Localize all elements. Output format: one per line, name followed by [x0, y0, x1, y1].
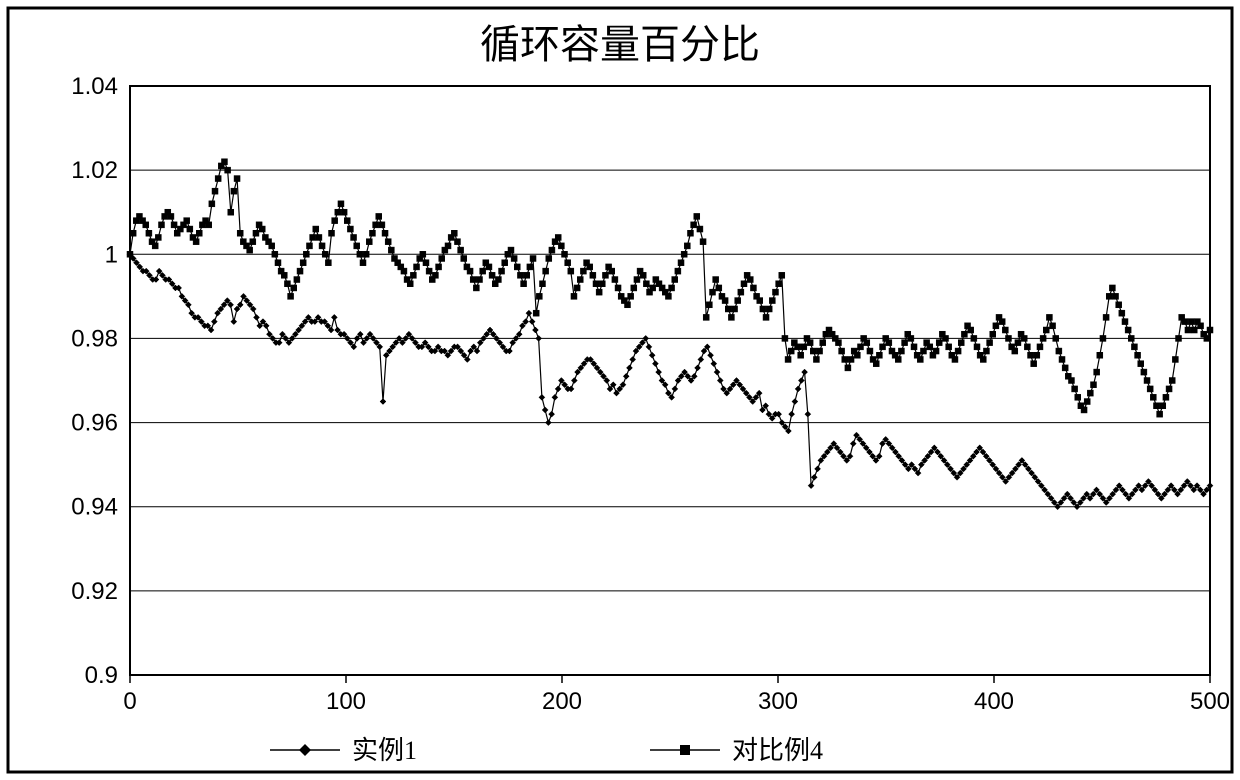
x-tick-label: 400 [974, 688, 1014, 715]
y-tick-label: 0.94 [71, 494, 118, 521]
x-tick-label: 500 [1190, 688, 1230, 715]
legend-label-1: 对比例4 [732, 736, 823, 765]
legend-label-0: 实例1 [352, 736, 417, 765]
x-tick-label: 100 [326, 688, 366, 715]
chart-title: 循环容量百分比 [480, 22, 760, 67]
x-tick-label: 0 [123, 688, 136, 715]
y-tick-label: 1 [105, 241, 118, 268]
y-tick-label: 0.9 [85, 662, 118, 689]
y-tick-label: 0.98 [71, 325, 118, 352]
chart-container: 循环容量百分比 0.9 0.92 0.94 0.96 0.98 1 1.02 1.04 0 100 2… [0, 0, 1240, 780]
y-tick-label: 0.92 [71, 578, 118, 605]
y-tick-label: 0.96 [71, 410, 118, 437]
y-tick-label: 1.04 [71, 73, 118, 100]
x-tick-label: 200 [542, 688, 582, 715]
line-chart: 循环容量百分比 0.9 0.92 0.94 0.96 0.98 1 1.02 1.04 0 100 2… [0, 0, 1240, 780]
x-tick-label: 300 [758, 688, 798, 715]
y-tick-label: 1.02 [71, 157, 118, 184]
